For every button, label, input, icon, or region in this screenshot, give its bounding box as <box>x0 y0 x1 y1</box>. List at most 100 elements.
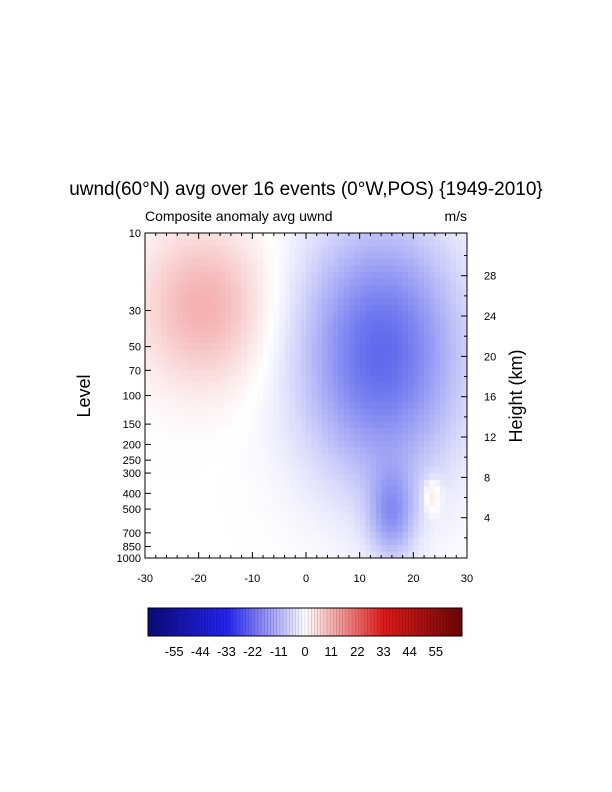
heatmap-cell <box>456 467 463 475</box>
heatmap-cell <box>171 252 178 260</box>
heatmap-cell <box>413 369 420 377</box>
heatmap-cell <box>166 272 173 280</box>
heatmap-cell <box>214 317 221 325</box>
heatmap-cell <box>279 395 286 403</box>
heatmap-cell <box>365 408 371 416</box>
y-tick-label: 150 <box>123 419 141 431</box>
heatmap-cell <box>381 272 388 280</box>
heatmap-cell <box>155 441 162 449</box>
heatmap-cell <box>198 538 205 546</box>
heatmap-cell <box>257 519 264 527</box>
heatmap-cell <box>354 499 361 507</box>
heatmap-cell <box>198 265 205 273</box>
heatmap-cell <box>220 259 227 267</box>
heatmap-cell <box>434 389 441 397</box>
heatmap-cell <box>246 493 253 501</box>
heatmap-cell <box>193 285 200 293</box>
heatmap-cell <box>177 350 184 358</box>
heatmap-cell <box>413 408 420 416</box>
heatmap-cell <box>338 460 345 468</box>
heatmap-cell <box>155 259 162 267</box>
heatmap-cell <box>177 447 184 455</box>
heatmap-cell <box>407 265 414 273</box>
heatmap-cell <box>171 434 178 442</box>
heatmap-cell <box>391 415 398 423</box>
heatmap-cell <box>193 525 200 533</box>
heatmap-cell <box>365 265 371 273</box>
heatmap-cell <box>263 265 270 273</box>
heatmap-cell <box>241 389 248 397</box>
heatmap-cell <box>236 408 243 416</box>
heatmap-cell <box>246 480 253 488</box>
heatmap-cell <box>332 252 339 260</box>
heatmap-cell <box>273 460 280 468</box>
heatmap-cell <box>268 278 275 286</box>
heatmap-cell <box>187 272 194 280</box>
heatmap-cell <box>300 480 307 488</box>
heatmap-cell <box>391 454 398 462</box>
heatmap-cell <box>220 441 227 449</box>
heatmap-cell <box>461 350 467 358</box>
colorbar-tick-label: 11 <box>324 644 338 659</box>
heatmap-cell <box>236 467 243 475</box>
heatmap-cell <box>268 499 275 507</box>
heatmap-cell <box>461 337 467 345</box>
heatmap-cell <box>322 454 329 462</box>
heatmap-cell <box>456 551 463 558</box>
heatmap-cell <box>365 278 371 286</box>
heatmap-cell <box>236 486 243 494</box>
heatmap-cell <box>300 415 307 423</box>
heatmap-cell <box>295 519 302 527</box>
heatmap-cell <box>182 506 189 514</box>
heatmap-cell <box>311 460 318 468</box>
heatmap-cell <box>322 486 329 494</box>
heatmap-cell <box>187 486 194 494</box>
heatmap-cell <box>252 369 259 377</box>
heatmap-cell <box>370 317 377 325</box>
heatmap-cell <box>257 239 264 247</box>
heatmap-cell <box>252 480 259 488</box>
heatmap-cell <box>150 447 157 455</box>
heatmap-cell <box>145 298 151 306</box>
heatmap-cell <box>461 291 467 299</box>
heatmap-cell <box>343 317 350 325</box>
heatmap-cell <box>166 551 173 558</box>
heatmap-cell <box>306 532 312 540</box>
heatmap-cell <box>150 512 157 520</box>
heatmap-cell <box>381 447 388 455</box>
heatmap-cell <box>198 304 205 312</box>
heatmap-cell <box>204 285 210 293</box>
heatmap-cell <box>375 330 382 338</box>
heatmap-cell <box>145 454 151 462</box>
heatmap-cell <box>311 330 318 338</box>
heatmap-cell <box>332 376 339 384</box>
heatmap-cell <box>461 460 467 468</box>
heatmap-cell <box>220 324 227 332</box>
heatmap-cell <box>279 402 286 410</box>
heatmap-cell <box>279 291 286 299</box>
heatmap-cell <box>209 512 216 520</box>
heatmap-cell <box>155 278 162 286</box>
heatmap-cell <box>332 382 339 390</box>
heatmap-cell <box>279 408 286 416</box>
heatmap-cell <box>338 311 345 319</box>
heatmap-cell <box>171 447 178 455</box>
heatmap-cell <box>263 525 270 533</box>
heatmap-cell <box>182 330 189 338</box>
heatmap-cell <box>295 382 302 390</box>
heatmap-cell <box>440 233 447 241</box>
heatmap-cell <box>381 395 388 403</box>
heatmap-cell <box>198 395 205 403</box>
heatmap-cell <box>456 506 463 514</box>
heatmap-cell <box>407 447 414 455</box>
heatmap-cell <box>220 532 227 540</box>
heatmap-cell <box>338 454 345 462</box>
heatmap-cell <box>161 538 168 546</box>
heatmap-cell <box>429 298 436 306</box>
heatmap-cell <box>365 285 371 293</box>
heatmap-cell <box>279 519 286 527</box>
heatmap-cell <box>182 285 189 293</box>
heatmap-cell <box>370 395 377 403</box>
heatmap-cell <box>418 324 425 332</box>
